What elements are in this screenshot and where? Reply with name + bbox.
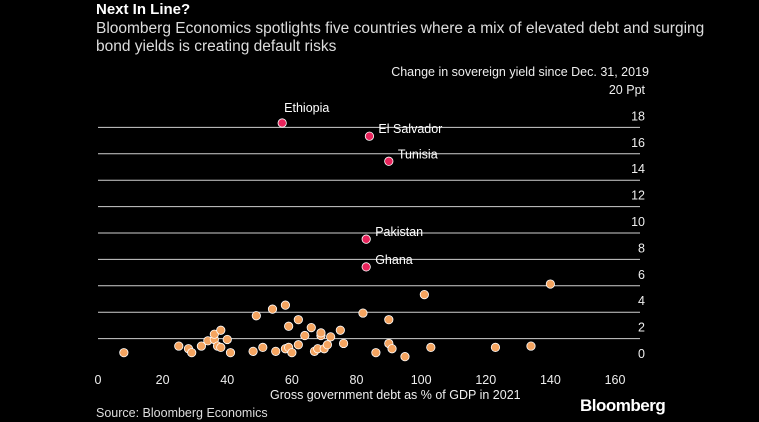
x-tick-label: 120 xyxy=(475,373,496,387)
data-point xyxy=(419,289,429,300)
source-note: Source: Bloomberg Economics xyxy=(96,406,268,420)
data-point xyxy=(358,308,368,318)
data-point xyxy=(267,304,278,314)
data-point xyxy=(387,344,397,354)
y-tick-label: 20 Ppt xyxy=(609,83,646,97)
data-point xyxy=(216,342,226,352)
x-tick-label: 140 xyxy=(540,373,561,387)
data-point xyxy=(258,342,268,352)
bloomberg-logo: Bloomberg xyxy=(580,396,666,415)
point-label: Ghana xyxy=(375,253,413,267)
y-tick-label: 12 xyxy=(631,189,645,203)
x-tick-label: 100 xyxy=(411,373,432,387)
data-point xyxy=(216,325,226,335)
data-point xyxy=(248,346,258,356)
data-point xyxy=(280,300,291,310)
data-point xyxy=(335,325,345,335)
data-point xyxy=(316,328,326,338)
data-point xyxy=(187,348,197,358)
y-tick-label: 16 xyxy=(631,136,645,150)
data-point xyxy=(400,352,410,362)
chart-subtitle: Bloomberg Economics spotlights five coun… xyxy=(96,20,705,55)
data-point xyxy=(251,311,261,321)
data-point xyxy=(174,341,184,351)
data-point xyxy=(284,321,294,331)
highlighted-point xyxy=(384,156,394,166)
highlighted-point xyxy=(361,262,371,272)
x-tick-label: 20 xyxy=(156,373,170,387)
x-tick-label: 60 xyxy=(285,373,299,387)
data-point xyxy=(225,348,236,358)
data-point xyxy=(526,341,536,351)
x-tick-label: 0 xyxy=(95,373,102,387)
point-label: Tunisia xyxy=(398,147,438,161)
x-tick-labels: 0 20 40 60 80 100 120 140 160 xyxy=(95,373,626,387)
data-point xyxy=(222,334,232,345)
y-tick-label: 14 xyxy=(631,162,645,176)
y-tick-label: 4 xyxy=(638,294,645,308)
y-tick-label: 0 xyxy=(638,347,645,361)
data-point xyxy=(545,279,555,289)
point-label: El Salvador xyxy=(378,122,442,136)
y-tick-labels: 0 2 4 6 8 10 12 14 16 18 20 Ppt xyxy=(609,83,646,361)
data-point xyxy=(293,315,303,325)
data-points xyxy=(119,279,555,362)
data-point xyxy=(384,315,394,325)
highlighted-point xyxy=(361,234,371,244)
data-point xyxy=(322,340,333,350)
y-tick-label: 2 xyxy=(638,321,645,335)
x-tick-label: 40 xyxy=(220,373,234,387)
highlighted-point xyxy=(364,131,375,141)
y-tick-label: 18 xyxy=(631,109,645,123)
data-point xyxy=(326,332,336,342)
data-point xyxy=(293,340,303,350)
data-point xyxy=(119,348,129,358)
highlighted-points: Ethiopia El Salvador Tunisia Pakistan Ghana xyxy=(277,101,442,272)
grid-lines xyxy=(98,126,640,340)
x-tick-label: 80 xyxy=(350,373,364,387)
point-label: Pakistan xyxy=(375,225,423,239)
data-point xyxy=(271,346,281,356)
y-axis-label: Change in sovereign yield since Dec. 31,… xyxy=(391,65,649,79)
data-point xyxy=(196,341,206,351)
point-label: Ethiopia xyxy=(284,101,329,115)
data-point xyxy=(338,338,349,349)
data-point xyxy=(300,330,310,341)
y-tick-label: 10 xyxy=(631,215,645,229)
data-point xyxy=(426,342,436,352)
y-tick-label: 6 xyxy=(638,268,645,282)
chart-title: Next In Line? xyxy=(96,1,191,18)
data-point xyxy=(287,348,297,358)
y-tick-label: 8 xyxy=(638,241,645,255)
x-axis-label: Gross government debt as % of GDP in 202… xyxy=(270,388,521,402)
data-point xyxy=(306,322,316,333)
highlighted-point xyxy=(277,118,287,128)
data-point xyxy=(371,348,381,358)
data-point xyxy=(490,342,501,352)
x-tick-label: 160 xyxy=(605,373,626,387)
